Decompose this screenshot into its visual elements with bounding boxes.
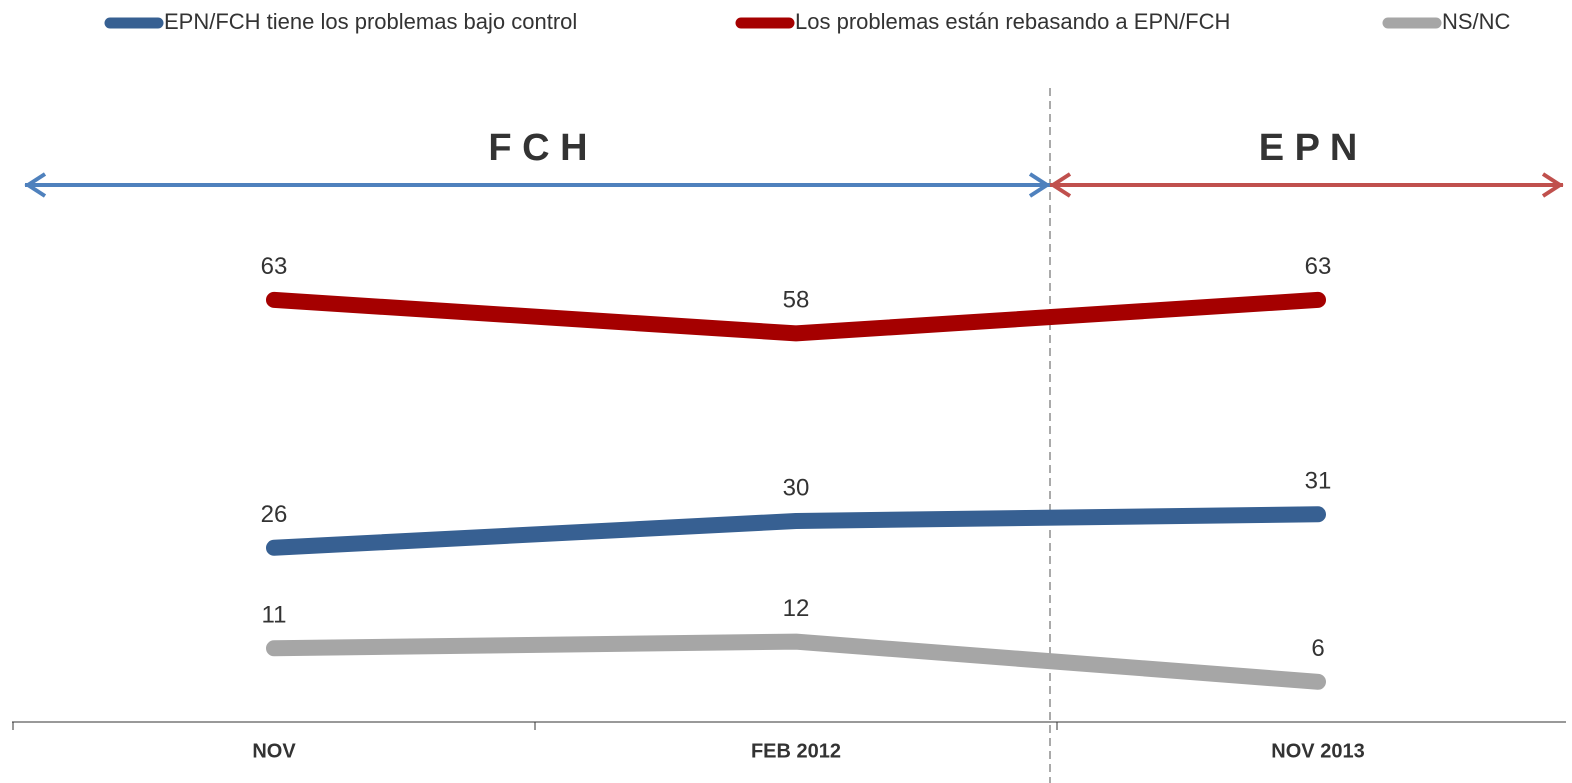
line-series: [266, 506, 1326, 556]
legend-label: EPN/FCH tiene los problemas bajo control: [164, 9, 577, 34]
line-series: [266, 633, 1326, 690]
period-label: F C H: [488, 127, 587, 169]
data-label: 58: [783, 287, 810, 314]
data-label: 63: [261, 253, 288, 280]
data-label: 6: [1311, 635, 1324, 662]
data-label: 11: [262, 602, 287, 629]
data-label: 30: [783, 474, 810, 501]
line-series: [266, 291, 1326, 342]
arrow-head: [1028, 172, 1051, 198]
data-label: 31: [1305, 468, 1332, 495]
period-label: E P N: [1259, 127, 1358, 169]
x-tick-label: FEB 2012: [751, 740, 841, 762]
legend-label: Los problemas están rebasando a EPN/FCH: [795, 9, 1230, 34]
arrow-head: [1049, 172, 1072, 198]
arrow-head: [24, 172, 47, 198]
data-label: 12: [783, 595, 810, 622]
data-label: 26: [261, 501, 288, 528]
x-tick-label: NOV: [252, 740, 296, 762]
arrow-head: [1541, 172, 1564, 198]
x-tick-label: NOV 2013: [1271, 740, 1364, 762]
legend-label: NS/NC: [1442, 9, 1511, 34]
data-label: 63: [1305, 253, 1332, 280]
